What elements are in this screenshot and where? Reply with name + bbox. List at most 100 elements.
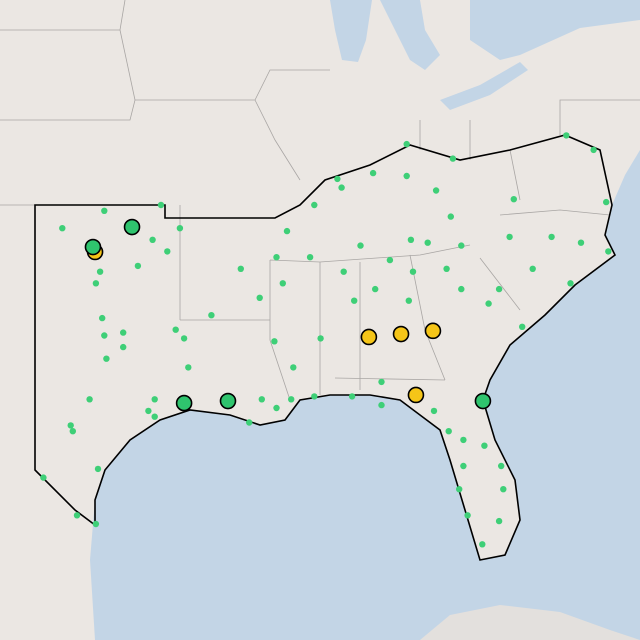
station-dot xyxy=(456,486,463,493)
station-dot xyxy=(40,474,47,481)
station-dot xyxy=(458,242,465,249)
station-dot xyxy=(306,254,314,261)
station-dot xyxy=(405,297,412,304)
station-dot xyxy=(479,541,486,548)
station-dot xyxy=(134,262,142,270)
station-dot xyxy=(605,248,612,255)
station-dot xyxy=(510,196,517,203)
station-dot xyxy=(430,407,438,415)
station-dot xyxy=(495,517,503,525)
station-dot xyxy=(338,184,345,191)
station-dot xyxy=(59,225,66,232)
station-dot xyxy=(73,512,81,519)
station-dot xyxy=(498,462,505,470)
station-dot xyxy=(103,355,110,362)
station-dot xyxy=(378,401,385,409)
station-dot xyxy=(96,268,104,275)
station-dot xyxy=(348,393,356,400)
cuba xyxy=(420,605,640,640)
station-dot xyxy=(577,239,585,246)
green-marker xyxy=(219,392,237,410)
station-dot xyxy=(548,233,555,241)
station-dot xyxy=(92,520,100,528)
lake xyxy=(380,0,440,70)
station-dot xyxy=(208,312,215,319)
station-dot xyxy=(311,393,318,400)
station-dot xyxy=(500,486,507,493)
station-dot xyxy=(151,396,158,403)
station-dot xyxy=(290,364,297,371)
station-dot xyxy=(176,225,184,232)
station-dot xyxy=(311,201,318,209)
station-dot xyxy=(481,442,488,449)
station-dot xyxy=(403,140,410,148)
station-dot xyxy=(67,422,74,429)
station-dot xyxy=(485,300,492,307)
station-dot xyxy=(92,280,100,287)
station-dot xyxy=(86,396,93,403)
station-dot xyxy=(432,187,440,194)
station-dot xyxy=(445,428,452,435)
station-dot xyxy=(273,254,280,261)
station-dot xyxy=(185,364,192,371)
green-marker xyxy=(84,238,102,256)
markers xyxy=(40,132,612,548)
station-dot xyxy=(172,326,179,333)
station-dot xyxy=(372,285,379,293)
station-dot xyxy=(449,155,457,162)
green-marker xyxy=(175,394,193,412)
station-dot xyxy=(403,172,410,180)
state-borders xyxy=(0,0,640,401)
lake xyxy=(330,0,372,62)
station-dot xyxy=(378,378,385,386)
station-dot xyxy=(409,268,417,275)
station-dot xyxy=(145,407,152,415)
station-dot xyxy=(120,343,127,351)
station-dot xyxy=(256,294,263,301)
station-dot xyxy=(567,280,574,287)
station-dot xyxy=(424,239,431,246)
station-dot xyxy=(519,323,526,330)
yellow-marker xyxy=(407,386,425,404)
station-dot xyxy=(464,512,471,519)
station-dot xyxy=(529,265,536,272)
station-dot xyxy=(407,236,415,243)
station-dot xyxy=(283,227,291,235)
station-dot xyxy=(151,413,158,420)
station-dot xyxy=(101,332,108,339)
station-dot xyxy=(506,233,513,241)
yellow-marker xyxy=(424,322,442,340)
station-dot xyxy=(94,465,102,473)
station-dot xyxy=(288,396,295,403)
station-dot xyxy=(180,335,188,342)
station-dot xyxy=(258,396,265,403)
station-dot xyxy=(460,436,467,444)
station-dot xyxy=(495,285,503,293)
region-outline xyxy=(34,134,617,561)
station-dot xyxy=(149,236,156,243)
station-dot xyxy=(164,248,171,255)
station-dot xyxy=(340,268,347,275)
station-dot xyxy=(563,132,570,139)
station-dot xyxy=(273,404,280,412)
station-dot xyxy=(590,146,597,154)
green-marker xyxy=(123,218,141,236)
station-dot xyxy=(447,213,454,220)
station-dot xyxy=(603,198,610,206)
station-dot xyxy=(99,314,106,322)
station-dot xyxy=(351,297,358,304)
yellow-marker xyxy=(392,325,410,343)
station-dot xyxy=(369,169,377,177)
station-dot xyxy=(279,280,286,287)
station-dot xyxy=(317,335,324,342)
lake xyxy=(470,0,640,60)
station-dot xyxy=(357,242,364,249)
station-dot xyxy=(120,329,127,336)
station-dot xyxy=(386,256,394,264)
station-dot xyxy=(246,419,253,426)
station-dot xyxy=(271,338,278,345)
station-dot xyxy=(69,428,77,435)
yellow-marker xyxy=(360,328,378,346)
